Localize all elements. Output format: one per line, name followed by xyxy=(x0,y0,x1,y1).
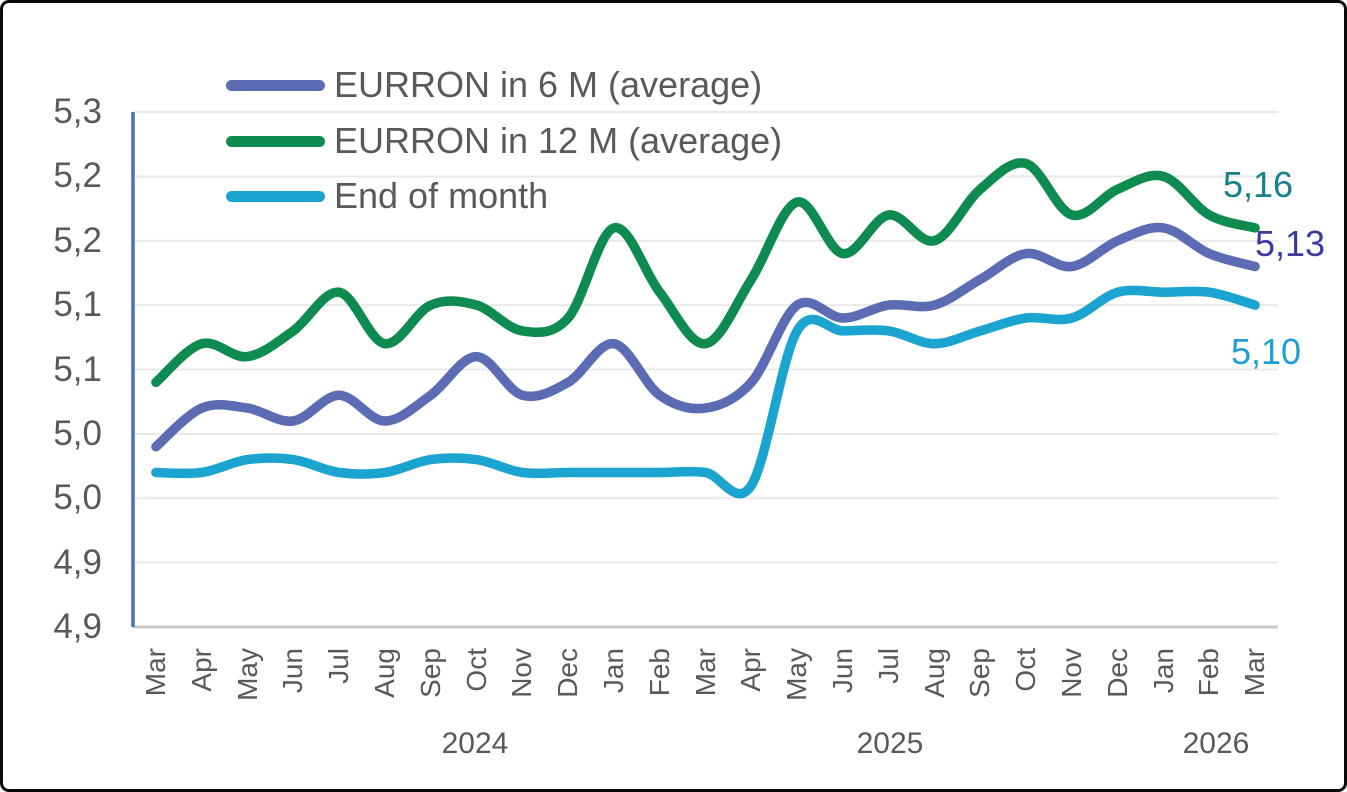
x-axis-month-label: Oct xyxy=(1010,648,1042,692)
x-axis-month-label: Nov xyxy=(1055,648,1087,698)
legend-line-swatch-eom-icon xyxy=(226,190,325,202)
x-axis-month-label: Jun xyxy=(277,648,309,694)
legend-item-eurron-6m: EURRON in 6 M (average) xyxy=(226,64,762,106)
legend-item-eurron-12m: EURRON in 12 M (average) xyxy=(226,120,782,162)
x-axis-month-label: Nov xyxy=(506,648,538,698)
x-axis-year-label-2025: 2025 xyxy=(856,727,924,760)
x-axis-month-label: Aug xyxy=(368,648,400,698)
x-axis-month-label: Jan xyxy=(1147,648,1179,694)
x-axis-month-label: May xyxy=(231,648,263,701)
data-label-6m-final-value: 5,13 xyxy=(1254,223,1326,264)
y-axis-tick-label: 5,0 xyxy=(53,478,102,518)
y-axis-tick-label: 5,0 xyxy=(53,413,102,453)
x-axis-month-label: Mar xyxy=(689,648,721,697)
x-axis-month-label: Sep xyxy=(414,648,446,698)
legend-line-swatch-6m-icon xyxy=(226,79,325,91)
x-axis-year-label-2026: 2026 xyxy=(1182,727,1250,760)
y-axis-tick-label: 5,3 xyxy=(53,92,102,131)
series-line-eurron-6m xyxy=(151,222,1260,452)
x-axis-month-label: Jan xyxy=(597,648,629,694)
x-axis-month-label: Oct xyxy=(460,648,492,692)
x-axis-month-label: Sep xyxy=(964,648,996,698)
series-line-end-of-month xyxy=(151,285,1260,499)
series-line-eurron-12m xyxy=(151,158,1260,388)
y-axis-tick-label: 5,1 xyxy=(53,285,102,325)
legend-line-swatch-12m-icon xyxy=(226,135,325,147)
x-axis-month-label: May xyxy=(781,648,813,701)
x-axis-month-label: Dec xyxy=(1101,648,1133,698)
legend-label-6m: EURRON in 6 M (average) xyxy=(334,64,763,105)
x-axis-month-label: Apr xyxy=(185,648,217,692)
data-label-12m-final-value: 5,16 xyxy=(1222,164,1294,205)
x-axis-month-label: Jul xyxy=(323,648,355,684)
x-axis-month-label: Apr xyxy=(735,648,767,692)
legend-item-end-of-month: End of month xyxy=(226,175,548,217)
data-label-eom-final-value: 5,10 xyxy=(1230,331,1302,372)
x-axis-month-label: Dec xyxy=(552,648,584,698)
y-axis-tick-label: 5,2 xyxy=(53,156,102,196)
x-axis-month-label: Mar xyxy=(139,648,171,697)
y-axis-tick-label: 4,9 xyxy=(53,607,102,646)
chart-plot-area xyxy=(131,111,1278,629)
y-axis-tick-label: 4,9 xyxy=(53,542,102,582)
x-axis-year-label-2024: 2024 xyxy=(441,727,509,760)
x-axis-month-label: Feb xyxy=(643,648,675,697)
x-axis-month-label: Jul xyxy=(872,648,904,684)
x-axis-month-label: Feb xyxy=(1193,648,1225,697)
legend-label-12m: EURRON in 12 M (average) xyxy=(334,120,783,161)
y-axis-tick-label: 5,1 xyxy=(53,349,102,389)
x-axis-month-label: Jun xyxy=(826,648,858,694)
x-axis-month-label: Mar xyxy=(1239,648,1271,697)
y-axis-tick-label: 5,2 xyxy=(53,220,102,260)
legend-label-eom: End of month xyxy=(334,175,549,216)
x-axis-month-label: Aug xyxy=(918,648,950,698)
